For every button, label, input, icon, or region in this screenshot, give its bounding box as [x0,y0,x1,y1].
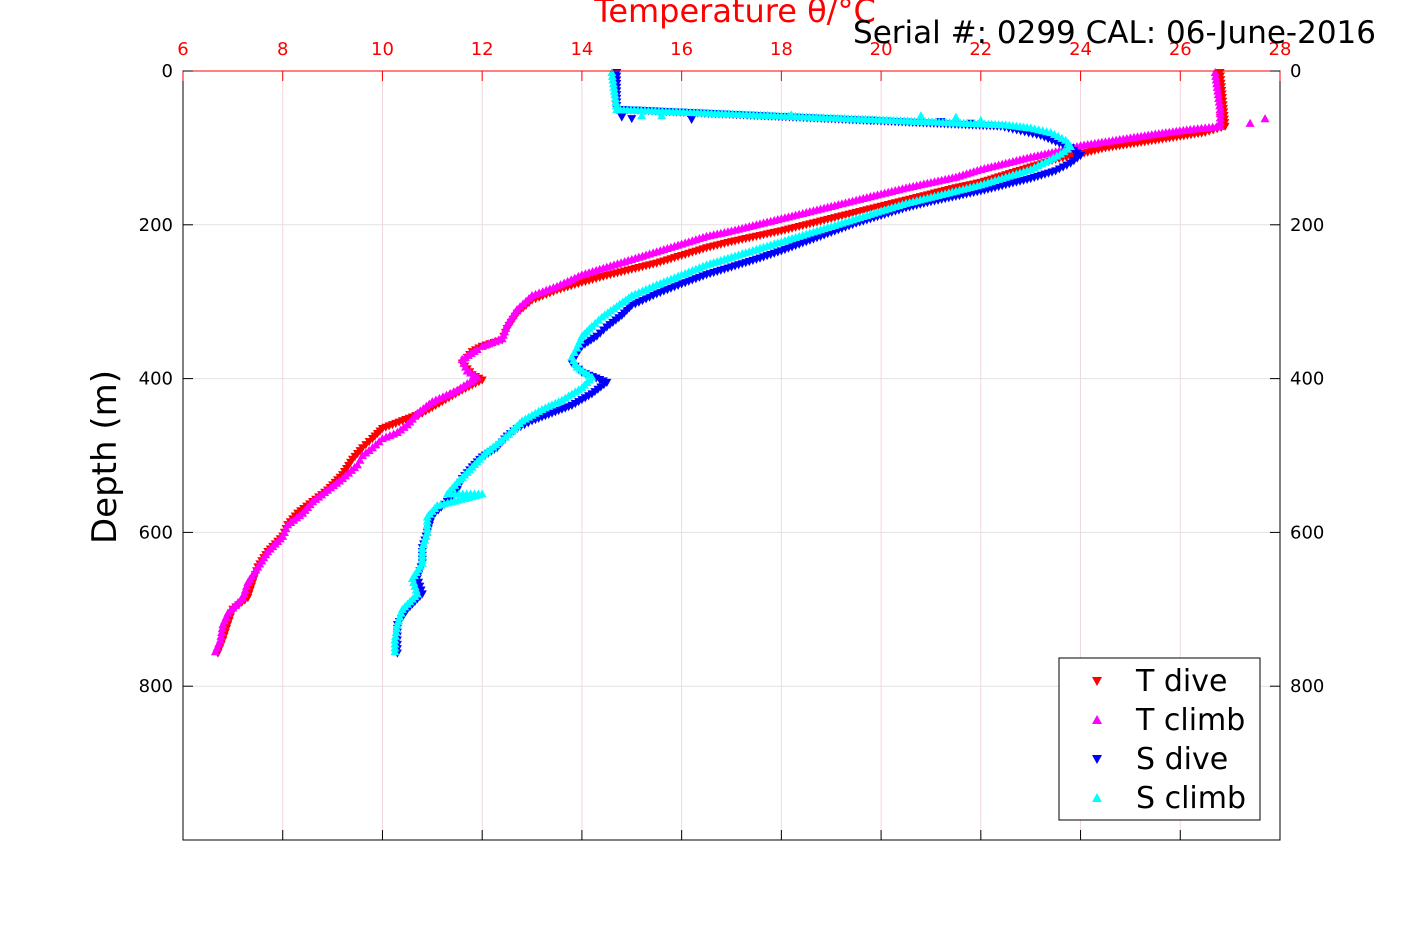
legend-marker [1092,677,1102,686]
data-point [611,101,621,110]
data-point [609,86,619,95]
legend: T dive T climb S dive S climb [1058,657,1261,821]
data-point [611,97,621,106]
y-tick-label-right: 200 [1290,215,1324,236]
y-tick-label-left: 200 [139,215,173,236]
data-point [657,111,667,120]
data-point [637,111,647,120]
data-point [1260,114,1270,123]
data-point [1245,118,1255,127]
data-point [1215,104,1225,114]
data-point [217,624,227,633]
data-point [392,624,402,633]
y-tick-label-right: 600 [1290,522,1324,543]
data-point [1215,113,1225,122]
data-point [609,82,619,91]
legend-label: T dive [1135,664,1227,699]
y-tick-label-left: 600 [139,522,173,543]
data-point [392,620,402,629]
y-tick-label-right: 400 [1290,369,1324,390]
data-point [786,110,796,119]
x-tick-label: 6 [177,39,188,60]
y-axis-label: Depth (m) [85,370,125,544]
data-point [1212,82,1222,91]
data-point [951,112,961,121]
data-point [216,631,226,640]
x-tick-label: 26 [1169,39,1192,60]
data-point [391,631,401,640]
x-tick-label: 22 [969,39,992,60]
x-tick-label: 18 [770,39,793,60]
data-point [610,93,620,102]
data-point [390,647,400,656]
legend-marker [1092,755,1102,764]
data-point [687,115,697,124]
data-markers [210,68,1270,658]
x-tick-label: 12 [471,39,494,60]
data-point [607,71,617,80]
data-point [1215,101,1225,110]
data-point [1215,109,1225,118]
y-tick-label-right: 0 [1290,61,1301,82]
data-point [1215,117,1225,126]
data-point [1213,90,1223,99]
data-point [1214,93,1224,102]
legend-marker [1092,715,1102,724]
data-point [976,115,986,124]
data-point [210,647,220,656]
y-tick-label-left: 0 [162,61,173,82]
x-tick-label: 10 [371,39,394,60]
data-point [608,79,618,88]
data-point [916,111,926,120]
series-t-climb [210,68,1270,656]
data-point [607,68,617,77]
series-s-climb [390,68,1076,656]
legend-box [1058,657,1261,821]
data-point [1210,68,1220,77]
y-tick-label-left: 800 [139,676,173,697]
data-point [217,627,227,636]
data-point [391,627,401,636]
data-point [1212,79,1222,88]
x-tick-label: 14 [570,39,593,60]
data-point [608,75,618,84]
data-point [610,90,620,99]
y-tick-label-left: 400 [139,369,173,390]
chart-subtitle: Serial #: 0299 CAL: 06-June-2016 [853,15,1376,51]
data-point [218,620,228,629]
x-tick-label: 8 [277,39,288,60]
legend-label: T climb [1135,703,1245,738]
data-point [1213,86,1223,95]
legend-label: S dive [1136,742,1228,777]
data-point [617,113,627,122]
legend-marker [1092,793,1102,802]
data-point [1211,75,1221,84]
data-point [477,341,487,350]
legend-label: S climb [1136,781,1246,816]
x-tick-label: 28 [1269,39,1292,60]
x-tick-label: 16 [670,39,693,60]
data-point [1211,71,1221,80]
data-point [1214,97,1224,106]
chart-title: Temperature θ/°C [593,0,876,30]
y-tick-label-right: 800 [1290,676,1324,697]
x-tick-label: 20 [870,39,893,60]
x-tick-label: 24 [1069,39,1092,60]
data-point [627,115,637,124]
